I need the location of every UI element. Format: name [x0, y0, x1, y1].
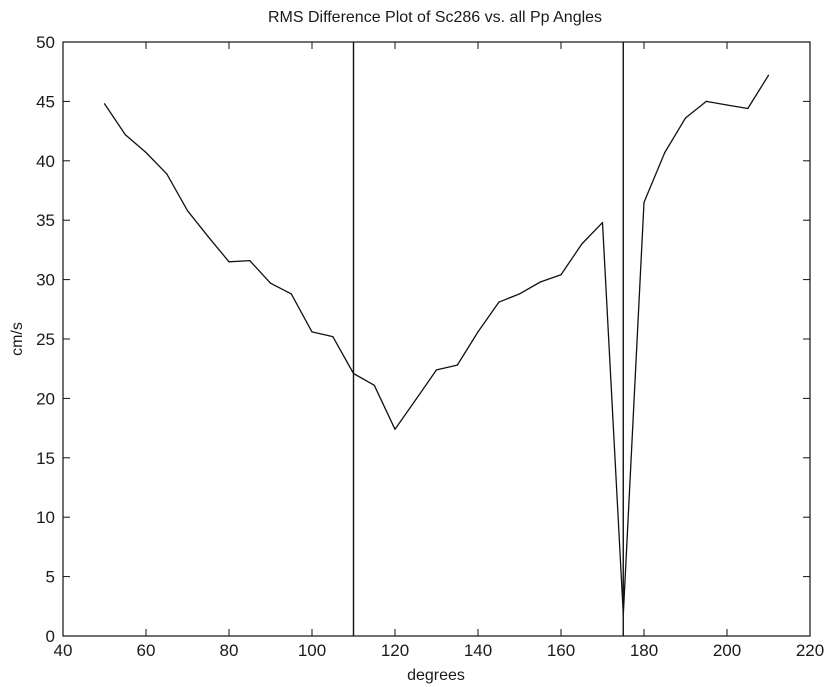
data-point	[415, 398, 417, 401]
x-axis-label: degrees	[407, 667, 465, 684]
y-tick-label: 40	[36, 152, 55, 171]
data-point	[249, 259, 251, 262]
data-point	[186, 210, 189, 212]
y-tick-label: 45	[36, 92, 55, 111]
x-tick-label: 140	[464, 641, 492, 660]
series-line	[103, 74, 770, 616]
data-point	[103, 103, 106, 105]
data-point	[684, 117, 687, 119]
y-tick-label: 20	[36, 389, 55, 408]
y-tick-label: 10	[36, 508, 55, 527]
data-point	[332, 336, 334, 338]
x-tick-label: 120	[381, 641, 409, 660]
x-axis: 40 60 80 100 120 140 160 180 200 220	[54, 42, 824, 660]
x-tick-label: 60	[137, 641, 156, 660]
y-tick-label: 30	[36, 271, 55, 290]
chart-title: RMS Difference Plot of Sc286 vs. all Pp …	[268, 9, 602, 26]
data-point	[705, 100, 707, 102]
x-tick-label: 220	[796, 641, 824, 660]
data-point	[643, 201, 645, 203]
data-point	[435, 369, 438, 371]
data-point	[601, 221, 604, 224]
y-tick-label: 50	[36, 33, 55, 52]
y-axis: 0 5 10 15 20 25 30 35 40 45 50	[36, 33, 810, 646]
data-point	[166, 173, 168, 175]
data-point	[581, 243, 583, 245]
data-point	[394, 428, 396, 430]
y-tick-label: 25	[36, 330, 55, 349]
data-point	[539, 281, 541, 283]
x-tick-label: 80	[220, 641, 239, 660]
x-tick-label: 180	[630, 641, 658, 660]
data-point	[352, 372, 355, 375]
y-axis-label: cm/s	[9, 322, 26, 356]
plot-frame	[62, 41, 811, 637]
data-point	[228, 261, 230, 263]
data-point	[498, 301, 500, 303]
data-point	[456, 364, 458, 366]
y-tick-label: 5	[46, 568, 55, 587]
data-point	[124, 134, 126, 136]
x-tick-label: 100	[298, 641, 326, 660]
y-tick-label: 0	[46, 627, 55, 646]
data-point	[145, 151, 147, 154]
data-point	[477, 331, 479, 333]
data-point	[726, 104, 728, 106]
data-point	[622, 614, 624, 616]
data-point	[290, 293, 292, 295]
data-point	[747, 107, 749, 110]
vertical-markers	[352, 42, 624, 636]
data-point	[207, 236, 209, 238]
data-point	[560, 274, 562, 276]
data-point	[373, 384, 375, 386]
x-tick-label: 40	[54, 641, 73, 660]
data-series	[103, 74, 770, 616]
y-tick-label: 35	[36, 211, 55, 230]
y-tick-label: 15	[36, 449, 55, 468]
data-point	[664, 151, 666, 154]
data-point	[518, 293, 521, 295]
data-point	[311, 331, 313, 333]
x-tick-label: 200	[713, 641, 741, 660]
x-tick-label: 160	[547, 641, 575, 660]
data-point	[767, 74, 770, 76]
data-point	[269, 282, 272, 284]
